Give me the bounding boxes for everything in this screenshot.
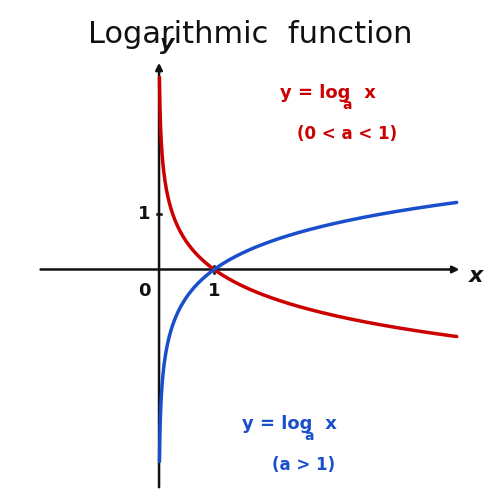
Text: (a > 1): (a > 1) [272,456,335,474]
Text: x: x [469,266,483,286]
Text: 1: 1 [138,206,151,224]
Text: (0 < a < 1): (0 < a < 1) [297,126,397,144]
Text: 1: 1 [208,282,220,300]
Text: a: a [342,98,352,112]
Text: 0: 0 [138,282,151,300]
Text: a: a [304,429,314,443]
Text: y: y [160,34,174,54]
Text: y = log: y = log [242,415,312,433]
Text: x: x [358,84,376,102]
Text: Logarithmic  function: Logarithmic function [88,20,412,49]
Text: x: x [319,415,337,433]
Text: y = log: y = log [280,84,350,102]
